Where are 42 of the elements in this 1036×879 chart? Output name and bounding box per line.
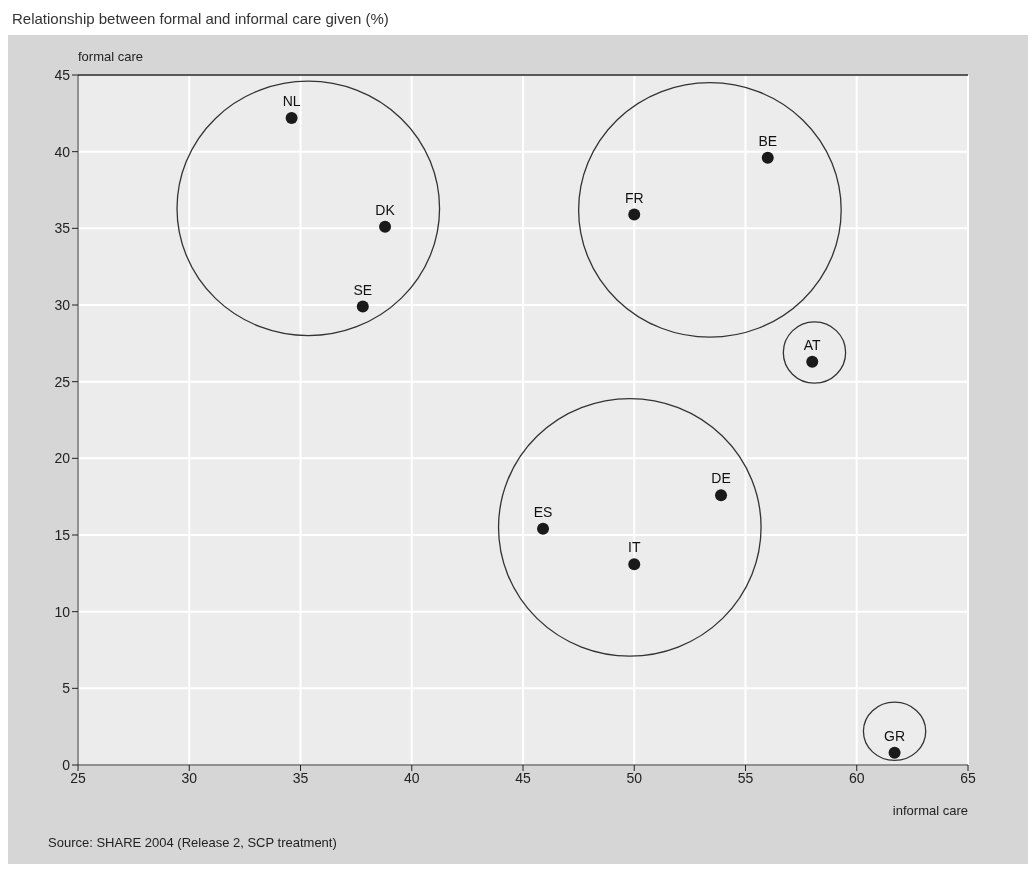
point: [628, 558, 641, 571]
x-tick-label: 50: [626, 769, 643, 786]
y-tick-label: 40: [54, 143, 71, 160]
x-tick-label: 60: [848, 769, 865, 786]
y-tick-label: 35: [54, 220, 71, 237]
annotation: GR: [884, 727, 906, 744]
x-axis-title: informal care: [892, 803, 968, 818]
point: [537, 522, 550, 535]
annotation: AT: [803, 336, 822, 353]
y-tick-label: 15: [54, 526, 71, 543]
y-tick-label: 30: [54, 296, 71, 313]
point: [806, 355, 819, 368]
annotation: ES: [533, 503, 553, 520]
point: [628, 208, 641, 221]
point: [888, 746, 901, 759]
x-tick-label: 65: [960, 769, 976, 786]
annotation: SE: [353, 281, 373, 298]
annotation: DK: [375, 201, 396, 218]
chart-title: Relationship between formal and informal care given (%): [11, 9, 390, 29]
y-tick-label: 25: [54, 373, 71, 390]
x-tick-label: 55: [737, 769, 754, 786]
y-axis-title: formal care: [78, 49, 144, 64]
y-tick-label: 20: [54, 450, 71, 467]
annotation: DE: [711, 470, 731, 487]
annotation: BE: [758, 132, 778, 149]
point: [285, 111, 298, 124]
point: [379, 220, 392, 233]
y-tick-label: 5: [62, 680, 71, 697]
x-tick-label: 40: [403, 769, 420, 786]
y-tick-label: 10: [54, 603, 71, 620]
point: [761, 151, 774, 164]
x-tick-label: 35: [292, 769, 309, 786]
y-tick-label: 0: [62, 756, 71, 773]
point: [715, 489, 728, 502]
annotation: FR: [624, 189, 644, 206]
x-tick-label: 30: [181, 769, 198, 786]
x-tick-label: 45: [515, 769, 531, 786]
point: [356, 300, 369, 313]
annotation: IT: [628, 539, 641, 556]
source-note: Source: SHARE 2004 (Release 2, SCP treatment): [47, 835, 338, 850]
annotation: NL: [282, 92, 301, 109]
y-tick-label: 45: [54, 66, 71, 83]
